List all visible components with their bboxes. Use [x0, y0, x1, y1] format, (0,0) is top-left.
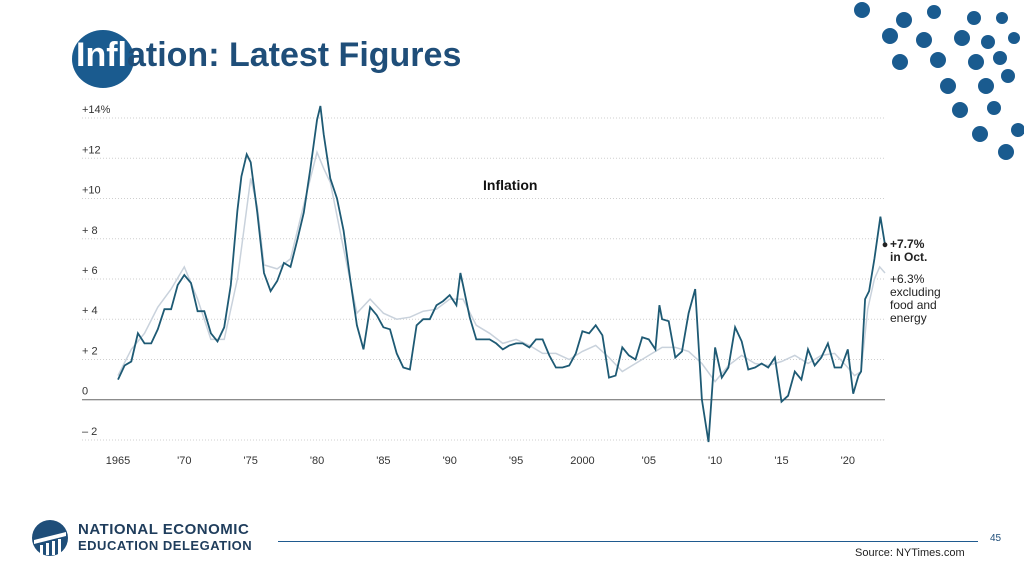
annotation-core-line3: food and: [890, 298, 937, 312]
decorative-dot: [993, 51, 1007, 65]
annotation-core-line2: excluding: [890, 285, 941, 299]
slide-title-rest: ation: Latest Figures: [126, 36, 462, 74]
series-line-headline: [117, 105, 886, 443]
x-tick-label: '10: [708, 455, 722, 467]
decorative-dot: [954, 30, 970, 46]
decorative-dot: [978, 78, 994, 94]
decorative-dot: [1001, 69, 1015, 83]
chart-title: Inflation: [483, 177, 537, 193]
decorative-dot: [952, 102, 968, 118]
x-tick-label: 1965: [106, 455, 130, 467]
x-tick-label: '80: [310, 455, 324, 467]
annotation-core-value: +6.3%: [890, 272, 925, 286]
source-note: Source: NYTimes.com: [855, 547, 965, 559]
x-tick-label: 2000: [570, 455, 594, 467]
y-tick-label: + 6: [82, 265, 98, 277]
annotation-core-line4: energy: [890, 311, 927, 325]
decorative-dot: [996, 12, 1008, 24]
x-tick-label: '85: [376, 455, 390, 467]
organization-name-line1: NATIONAL ECONOMIC: [78, 521, 250, 538]
decorative-dot: [892, 54, 908, 70]
series-end-point-headline: [882, 242, 888, 248]
inflation-chart: +14% +12 +10 + 8 + 6 + 4 + 2 0 – 2 1965 '70 '75 '80…: [82, 104, 941, 467]
decorative-dot: [987, 101, 1001, 115]
x-tick-label: '90: [443, 455, 457, 467]
decorative-dot: [927, 5, 941, 19]
x-tick-label: '20: [841, 455, 855, 467]
x-tick-label: '15: [774, 455, 788, 467]
footer-divider: [278, 541, 978, 542]
annotation-headline-value: +7.7%: [890, 237, 925, 251]
decorative-dot: [916, 32, 932, 48]
x-tick-label: '95: [509, 455, 523, 467]
y-tick-label: + 4: [82, 305, 98, 317]
slide-title-first: Infl: [76, 36, 127, 74]
y-tick-labels: +14% +12 +10 + 8 + 6 + 4 + 2 0 – 2: [82, 104, 111, 438]
y-tick-label: +10: [82, 185, 101, 197]
x-tick-label: '05: [642, 455, 656, 467]
decorative-dots: [854, 2, 1024, 160]
y-tick-label: 0: [82, 386, 88, 398]
logo-icon: [32, 520, 68, 556]
decorative-dot: [981, 35, 995, 49]
y-tick-label: + 8: [82, 225, 98, 237]
decorative-dot: [998, 144, 1014, 160]
decorative-dot: [896, 12, 912, 28]
y-tick-label: +14%: [82, 104, 111, 116]
grid-lines: [82, 117, 885, 441]
organization-name: NATIONAL ECONOMIC EDUCATION DELEGATION: [78, 522, 252, 554]
decorative-dot: [1011, 123, 1024, 137]
x-tick-label: '70: [177, 455, 191, 467]
title-accent-circle: [72, 30, 134, 88]
decorative-dot: [972, 126, 988, 142]
decorative-dot: [882, 28, 898, 44]
decorative-dot: [854, 2, 870, 18]
decorative-dot: [940, 78, 956, 94]
y-tick-label: +12: [82, 144, 101, 156]
annotation-headline-date: in Oct.: [890, 250, 927, 264]
x-tick-labels: 1965 '70 '75 '80 '85 '90 '95 2000 '05 '10 '15 '20: [106, 455, 855, 467]
decorative-dot: [930, 52, 946, 68]
y-tick-label: + 2: [82, 345, 98, 357]
page-number: 45: [990, 533, 1002, 544]
organization-name-line2: EDUCATION DELEGATION: [78, 538, 253, 553]
y-tick-label: – 2: [82, 426, 97, 438]
slide-title: Inflation: Latest Figures: [76, 36, 461, 75]
decorative-dot: [968, 54, 984, 70]
decorative-dot: [1008, 32, 1020, 44]
x-tick-label: '75: [244, 455, 258, 467]
decorative-dot: [967, 11, 981, 25]
